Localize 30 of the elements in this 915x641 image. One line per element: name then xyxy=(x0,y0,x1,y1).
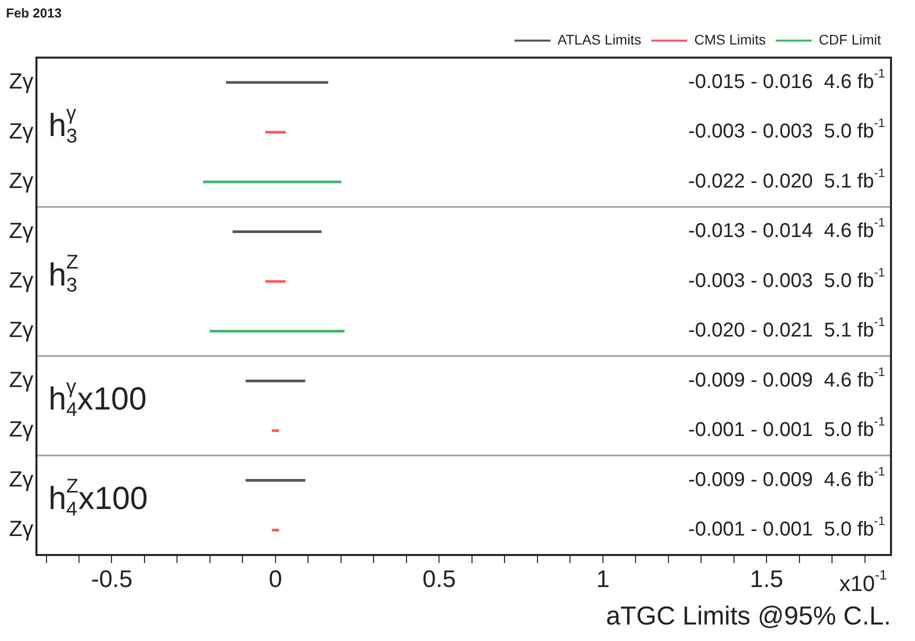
bar xyxy=(246,479,306,482)
y-tick-label: Zγ xyxy=(8,218,34,243)
bar xyxy=(210,330,345,332)
y-tick-label: Zγ xyxy=(8,466,34,492)
x-tick-label: -0.5 xyxy=(91,566,132,594)
y-tick-label: Zγ xyxy=(8,68,34,94)
bar xyxy=(203,180,342,184)
y-tick-label: Zγ xyxy=(8,168,34,194)
bar xyxy=(265,130,286,134)
bar xyxy=(226,81,328,84)
x-tick-label: 0 xyxy=(268,566,282,594)
legend-label: ATLAS Limits xyxy=(557,31,642,48)
bar xyxy=(246,380,306,382)
y-tick-label: Zγ xyxy=(8,317,34,342)
y-tick-label: Zγ xyxy=(8,416,34,442)
x-tick-label: 1 xyxy=(596,566,610,594)
y-tick-label: Zγ xyxy=(8,267,34,292)
x-tick-label: 0.5 xyxy=(422,566,456,594)
bar xyxy=(272,528,280,532)
x-axis-title: aTGC Limits @95% C.L. xyxy=(606,600,891,631)
chart-title: Feb 2013 xyxy=(6,5,62,20)
y-tick-label: Zγ xyxy=(8,366,34,392)
y-tick-label: Zγ xyxy=(8,516,34,542)
legend-label: CMS Limits xyxy=(694,31,766,48)
y-tick-label: Zγ xyxy=(8,118,34,144)
x-tick-label: 1.5 xyxy=(750,566,784,594)
bar xyxy=(232,230,322,234)
bar xyxy=(272,429,280,432)
bar xyxy=(265,280,286,283)
legend-label: CDF Limit xyxy=(818,31,882,48)
